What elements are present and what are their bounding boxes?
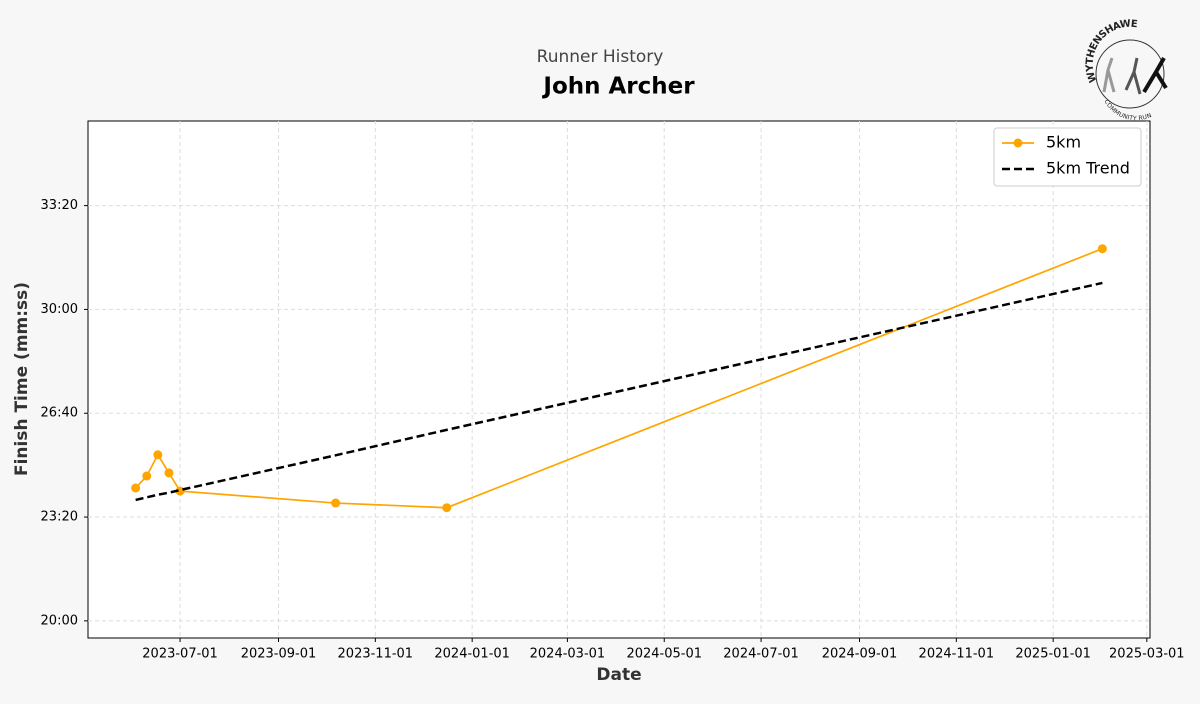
data-point <box>442 503 452 513</box>
legend-marker <box>1013 138 1023 148</box>
x-tick-label: 2024-11-01 <box>919 647 995 662</box>
chart-title: Runner History <box>537 47 664 67</box>
y-tick-label: 33:20 <box>41 198 78 213</box>
legend-label: 5km <box>1046 133 1081 152</box>
data-point <box>131 483 141 493</box>
logo-runner <box>1142 57 1168 94</box>
data-point <box>153 450 163 460</box>
x-axis-label: Date <box>596 665 641 685</box>
data-point <box>1097 244 1107 254</box>
logo-runner <box>1102 57 1116 93</box>
data-point <box>164 468 174 478</box>
y-tick-label: 26:40 <box>41 406 78 421</box>
x-tick-label: 2024-09-01 <box>822 647 898 662</box>
series-line <box>135 281 1103 502</box>
x-tick-label: 2024-03-01 <box>530 647 606 662</box>
x-tick-label: 2023-07-01 <box>142 647 218 662</box>
logo-ring <box>1095 39 1165 109</box>
plot-area <box>87 120 1151 639</box>
y-tick-label: 30:00 <box>41 302 78 317</box>
logo-runner <box>1124 57 1142 95</box>
x-tick-label: 2024-05-01 <box>626 647 702 662</box>
data-point <box>175 486 185 496</box>
data-point <box>331 498 341 508</box>
x-tick-label: 2023-11-01 <box>338 647 414 662</box>
y-tick-label: 23:20 <box>41 510 78 525</box>
x-tick-label: 2025-03-01 <box>1109 647 1185 662</box>
x-tick-label: 2024-01-01 <box>434 647 510 662</box>
legend-label: 5km Trend <box>1046 159 1130 178</box>
y-axis-label: Finish Time (mm:ss) <box>12 282 32 476</box>
data-point <box>142 471 152 481</box>
x-tick-label: 2024-07-01 <box>723 647 799 662</box>
x-tick-label: 2023-09-01 <box>241 647 317 662</box>
y-tick-label: 20:00 <box>41 613 78 628</box>
x-tick-label: 2025-01-01 <box>1015 647 1091 662</box>
chart-subtitle: John Archer <box>541 74 695 100</box>
